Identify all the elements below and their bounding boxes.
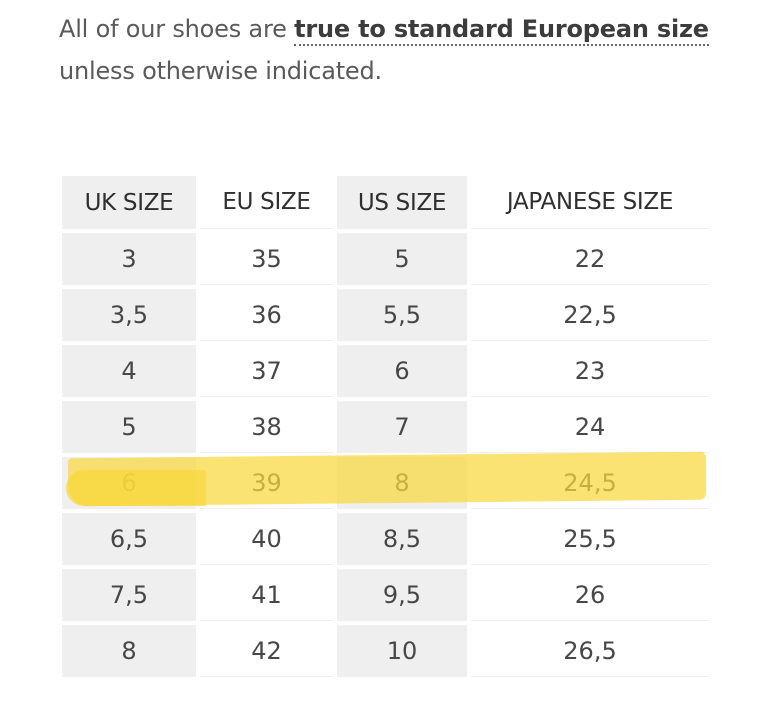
cell-us: 8,5 [337,513,467,565]
table-row: 6,5 40 8,5 25,5 [62,513,709,565]
table-header-row: UK SIZE EU SIZE US SIZE JAPANESE SIZE [62,176,709,229]
table-row: 4 37 6 23 [62,345,709,397]
cell-uk: 6 [62,457,196,509]
intro-prefix: All of our shoes are [59,15,295,43]
table-row: 8 42 10 26,5 [62,625,709,677]
table-row: 7,5 41 9,5 26 [62,569,709,621]
cell-jp: 22,5 [471,289,709,341]
cell-uk: 6,5 [62,513,196,565]
table-row-highlighted: 6 39 8 24,5 [62,457,709,509]
cell-us: 5 [337,233,467,285]
cell-eu: 39 [200,457,333,509]
cell-eu: 35 [200,233,333,285]
cell-eu: 37 [200,345,333,397]
cell-jp: 24 [471,401,709,453]
cell-jp: 24,5 [471,457,709,509]
cell-uk: 3 [62,233,196,285]
cell-uk: 7,5 [62,569,196,621]
cell-jp: 26 [471,569,709,621]
intro-text: All of our shoes are true to standard Eu… [59,8,739,92]
cell-uk: 3,5 [62,289,196,341]
cell-us: 8 [337,457,467,509]
table-row: 3 35 5 22 [62,233,709,285]
cell-us: 5,5 [337,289,467,341]
cell-eu: 38 [200,401,333,453]
header-eu-size: EU SIZE [200,176,333,229]
table-row: 3,5 36 5,5 22,5 [62,289,709,341]
header-us-size: US SIZE [337,176,467,229]
cell-us: 10 [337,625,467,677]
cell-us: 9,5 [337,569,467,621]
cell-uk: 5 [62,401,196,453]
cell-eu: 40 [200,513,333,565]
european-size-link[interactable]: true to standard European size [294,15,709,46]
cell-uk: 4 [62,345,196,397]
cell-uk: 8 [62,625,196,677]
cell-jp: 22 [471,233,709,285]
cell-us: 7 [337,401,467,453]
cell-jp: 26,5 [471,625,709,677]
cell-jp: 23 [471,345,709,397]
cell-jp: 25,5 [471,513,709,565]
size-table: UK SIZE EU SIZE US SIZE JAPANESE SIZE 3 … [58,172,713,681]
cell-eu: 42 [200,625,333,677]
table-row: 5 38 7 24 [62,401,709,453]
cell-eu: 41 [200,569,333,621]
intro-suffix: unless otherwise indicated. [59,57,382,85]
header-japanese-size: JAPANESE SIZE [471,176,709,229]
cell-eu: 36 [200,289,333,341]
header-uk-size: UK SIZE [62,176,196,229]
cell-us: 6 [337,345,467,397]
